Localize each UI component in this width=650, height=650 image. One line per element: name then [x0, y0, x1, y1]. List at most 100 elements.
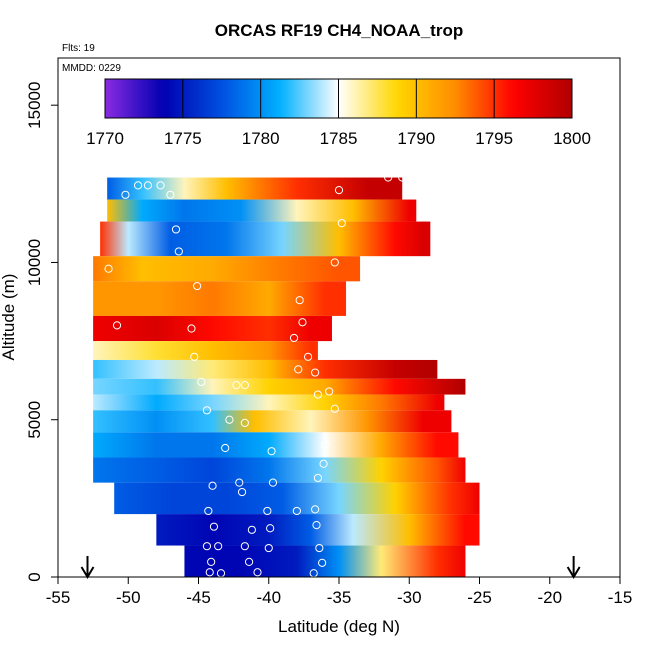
- colorbar-tick-label: 1775: [164, 129, 202, 148]
- observation-point: [384, 173, 393, 182]
- observation-point: [263, 506, 272, 516]
- observation-point: [292, 506, 301, 516]
- observation-point: [289, 333, 299, 343]
- field-band: [93, 457, 466, 483]
- observation-point: [202, 406, 212, 415]
- observation-point: [325, 387, 334, 396]
- x-axis-label: Latitude (deg N): [278, 617, 400, 636]
- field-band: [114, 482, 480, 515]
- observation-point: [295, 296, 304, 305]
- latitude-markers: [80, 556, 581, 579]
- observation-points: [104, 173, 407, 577]
- field-band: [156, 514, 480, 546]
- observation-point: [294, 365, 303, 374]
- observation-point: [225, 415, 234, 424]
- observation-point: [253, 568, 262, 577]
- observation-point: [208, 481, 217, 490]
- colorbar-tick-label: 1800: [553, 129, 591, 148]
- x-tick-label: -40: [256, 588, 281, 607]
- observation-point: [197, 377, 206, 387]
- observation-point: [311, 505, 320, 514]
- observation-point: [315, 543, 324, 553]
- date-label: MMDD: 0229: [62, 63, 121, 74]
- observation-point: [240, 381, 249, 390]
- observation-point: [330, 258, 339, 267]
- observation-point: [143, 181, 153, 190]
- observation-point: [268, 478, 278, 487]
- observation-point: [240, 542, 249, 551]
- x-axis: -55 -50 -45 -40 -35 -30 -25 -20 -15: [46, 577, 633, 607]
- observation-point: [232, 381, 241, 390]
- field-band: [184, 545, 466, 577]
- observation-point: [312, 521, 321, 530]
- observation-point: [303, 352, 313, 361]
- observation-point: [209, 522, 219, 531]
- observation-point: [187, 324, 196, 333]
- observation-point: [318, 558, 327, 567]
- x-tick-label: -30: [397, 588, 422, 607]
- observation-point: [313, 473, 323, 483]
- observation-point: [240, 418, 249, 427]
- field-band: [93, 281, 347, 316]
- observation-point: [133, 181, 143, 190]
- observation-point: [202, 542, 212, 551]
- observation-point: [190, 352, 199, 361]
- observation-point: [207, 557, 216, 567]
- observation-point: [398, 173, 407, 182]
- x-tick-label: -20: [537, 588, 562, 607]
- observation-point: [311, 368, 320, 377]
- down-arrow-icon: [80, 556, 95, 579]
- field-band: [93, 378, 466, 395]
- heatmap-field: [93, 177, 480, 577]
- x-tick-label: -15: [608, 588, 633, 607]
- observation-point: [171, 225, 181, 234]
- observation-point: [264, 543, 273, 553]
- observation-point: [247, 525, 256, 534]
- field-band: [93, 410, 452, 433]
- field-band: [93, 341, 318, 360]
- observation-point: [112, 321, 122, 330]
- observation-point: [298, 318, 307, 327]
- field-band: [93, 432, 459, 458]
- observation-point: [320, 440, 330, 449]
- observation-point: [104, 264, 113, 273]
- x-tick-label: -35: [327, 588, 352, 607]
- chart-title: ORCAS RF19 CH4_NOAA_trop: [215, 21, 463, 40]
- y-tick-label: 0: [25, 572, 44, 581]
- observation-point: [166, 190, 175, 199]
- observation-point: [205, 568, 214, 577]
- colorbar-tick-label: 1780: [242, 129, 280, 148]
- observation-point: [235, 478, 244, 487]
- observation-point: [174, 247, 183, 256]
- observation-point: [237, 487, 247, 497]
- observation-point: [204, 506, 213, 516]
- field-band: [93, 256, 361, 282]
- y-tick-label: 15000: [25, 82, 44, 129]
- x-tick-label: -55: [46, 588, 71, 607]
- observation-point: [313, 390, 323, 399]
- observation-point: [334, 186, 344, 195]
- observation-point: [244, 557, 254, 567]
- field-band: [107, 199, 417, 222]
- observation-point: [214, 542, 223, 551]
- field-band: [93, 394, 445, 411]
- observation-point: [330, 404, 339, 413]
- observation-point: [267, 447, 276, 456]
- y-axis: 0 5000 10000 15000: [25, 82, 58, 582]
- observation-point: [192, 281, 202, 291]
- x-tick-label: -25: [467, 588, 492, 607]
- colorbar-tick-label: 1795: [475, 129, 513, 148]
- observation-point: [337, 219, 346, 228]
- observation-point: [221, 443, 230, 453]
- colorbar-tick-label: 1770: [86, 129, 124, 148]
- observation-point: [156, 181, 165, 190]
- flights-label: Flts: 19: [62, 43, 95, 54]
- field-band: [93, 359, 438, 379]
- observation-point: [121, 190, 130, 199]
- colorbar: 1770 1775 1780 1785 1790 1795 1800: [86, 78, 591, 148]
- y-tick-label: 10000: [25, 239, 44, 286]
- field-band: [107, 177, 403, 200]
- colorbar-tick-label: 1785: [320, 129, 358, 148]
- colorbar-tick-label: 1790: [397, 129, 435, 148]
